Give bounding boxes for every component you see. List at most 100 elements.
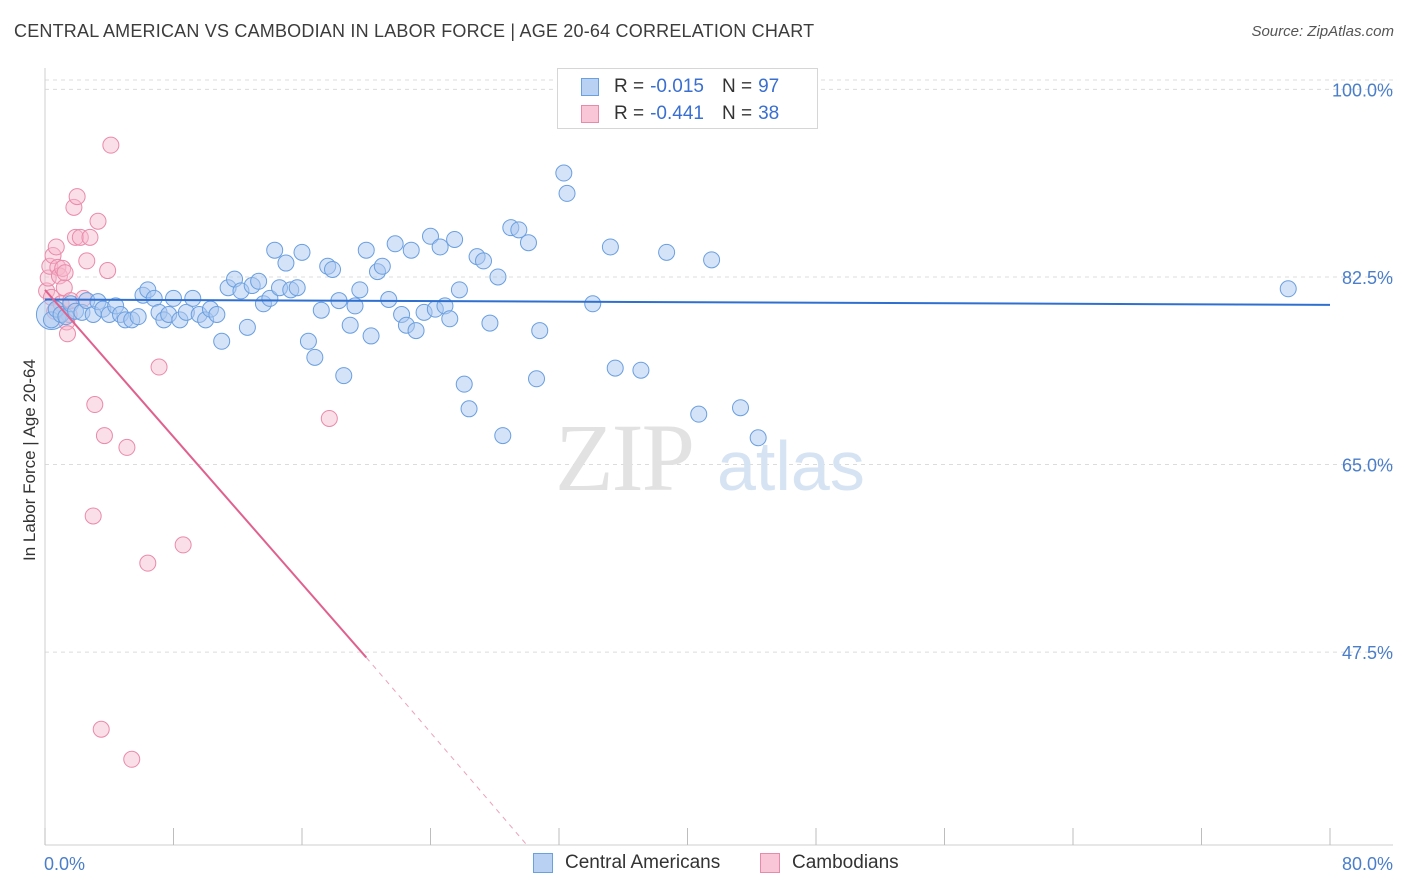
legend-swatch-pink bbox=[760, 853, 780, 873]
cambodians-point bbox=[56, 264, 74, 282]
central-americans-point bbox=[460, 400, 478, 418]
cambodians-point bbox=[84, 507, 102, 525]
legend-row-central-americans: R = -0.015 N = 97 bbox=[581, 75, 779, 99]
cambodians-point bbox=[118, 438, 136, 456]
legend-r-label: R = bbox=[614, 76, 645, 97]
central-americans-point bbox=[455, 375, 473, 393]
central-americans-point bbox=[749, 429, 767, 447]
central-americans-point bbox=[250, 272, 268, 290]
central-americans-point bbox=[208, 305, 226, 323]
central-americans-point bbox=[380, 290, 398, 308]
cambodians-trend-extension bbox=[365, 657, 528, 846]
legend-n-label: N = bbox=[721, 76, 753, 97]
cambodians-point bbox=[47, 238, 65, 256]
central-americans-point bbox=[312, 301, 330, 319]
stats-legend: R = -0.015 N = 97 R = -0.441 N = 38 bbox=[557, 68, 818, 129]
source-credit: Source: ZipAtlas.com bbox=[1251, 23, 1394, 40]
legend-row-cambodians: R = -0.441 N = 38 bbox=[581, 102, 780, 126]
central-americans-point bbox=[531, 322, 549, 340]
cambodians-point bbox=[81, 228, 99, 246]
legend-swatch-blue bbox=[581, 78, 599, 96]
x-tick-label: 0.0% bbox=[44, 854, 85, 874]
central-americans-point bbox=[346, 297, 364, 315]
central-americans-point bbox=[184, 289, 202, 307]
central-americans-point bbox=[407, 322, 425, 340]
central-americans-point bbox=[555, 164, 573, 182]
central-americans-point bbox=[519, 234, 537, 252]
legend-swatch-pink bbox=[581, 105, 599, 123]
central-americans-point bbox=[341, 316, 359, 334]
cambodians-point bbox=[92, 720, 110, 738]
central-americans-point bbox=[475, 252, 493, 270]
cambodians-trend-line bbox=[44, 289, 368, 659]
central-americans-point bbox=[732, 399, 750, 417]
cambodians-point bbox=[95, 427, 113, 445]
trend-lines bbox=[44, 289, 1331, 846]
central-americans-point bbox=[362, 327, 380, 345]
cambodians-point bbox=[150, 358, 168, 376]
central-americans-point bbox=[632, 361, 650, 379]
cambodians-point bbox=[99, 262, 117, 280]
axes bbox=[44, 68, 1393, 846]
central-americans-points bbox=[35, 164, 1297, 447]
central-americans-point bbox=[306, 348, 324, 366]
cambodians-point bbox=[78, 252, 96, 270]
central-americans-point bbox=[494, 427, 512, 445]
central-americans-point bbox=[703, 251, 721, 269]
legend-n-value: 38 bbox=[758, 103, 780, 124]
central-americans-point bbox=[441, 310, 459, 328]
central-americans-point bbox=[528, 370, 546, 388]
legend-n-label: N = bbox=[721, 103, 753, 124]
central-americans-point bbox=[165, 289, 182, 307]
y-tick-label: 82.5% bbox=[1342, 268, 1393, 288]
central-americans-point bbox=[558, 184, 576, 202]
central-americans-point bbox=[386, 235, 404, 253]
cambodians-point bbox=[102, 136, 120, 154]
cambodians-point bbox=[320, 409, 338, 427]
central-americans-point bbox=[324, 260, 342, 278]
central-americans-point bbox=[510, 221, 528, 239]
x-tick-label: 80.0% bbox=[1342, 854, 1393, 874]
central-americans-point bbox=[335, 367, 353, 385]
central-americans-point bbox=[481, 314, 499, 332]
watermark-zip: ZIP bbox=[555, 404, 693, 511]
central-americans-point bbox=[450, 281, 468, 299]
cambodians-point bbox=[86, 396, 104, 414]
cambodians-point bbox=[174, 536, 192, 554]
central-americans-point bbox=[213, 332, 231, 350]
cambodians-point bbox=[67, 228, 85, 246]
central-americans-point bbox=[601, 238, 619, 256]
y-tick-label: 47.5% bbox=[1342, 643, 1393, 663]
central-americans-point bbox=[261, 289, 279, 307]
central-americans-point bbox=[606, 359, 624, 377]
legend-label-central-americans: Central Americans bbox=[565, 852, 721, 873]
central-americans-point bbox=[293, 243, 311, 261]
central-americans-point bbox=[402, 241, 420, 259]
central-americans-point bbox=[299, 332, 317, 350]
chart-title: CENTRAL AMERICAN VS CAMBODIAN IN LABOR F… bbox=[14, 21, 815, 41]
tick-labels: 100.0% 82.5% 65.0% 47.5% 0.0% 80.0% bbox=[44, 80, 1393, 874]
watermark: ZIP atlas bbox=[555, 404, 865, 511]
legend-item-cambodians[interactable]: Cambodians bbox=[760, 852, 899, 874]
central-americans-point bbox=[373, 257, 391, 275]
central-americans-point bbox=[422, 227, 439, 245]
central-americans-point bbox=[658, 243, 676, 261]
central-americans-point bbox=[266, 241, 284, 259]
cambodians-point bbox=[89, 212, 107, 230]
y-tick-label: 65.0% bbox=[1342, 456, 1393, 476]
watermark-atlas: atlas bbox=[717, 427, 865, 505]
cambodians-point bbox=[65, 198, 83, 216]
cambodians-point bbox=[68, 188, 86, 206]
central-americans-point bbox=[690, 405, 708, 423]
central-americans-point bbox=[129, 308, 147, 326]
legend-label-cambodians: Cambodians bbox=[792, 852, 899, 873]
central-americans-point bbox=[357, 241, 375, 259]
series-legend: Central Americans Cambodians bbox=[0, 852, 1406, 878]
y-tick-label: 100.0% bbox=[1332, 80, 1393, 100]
central-americans-point bbox=[1279, 280, 1297, 298]
central-americans-point bbox=[351, 281, 369, 299]
central-americans-point bbox=[277, 254, 295, 272]
legend-swatch-blue bbox=[533, 853, 553, 873]
legend-item-central-americans[interactable]: Central Americans bbox=[533, 852, 720, 874]
legend-r-label: R = bbox=[614, 103, 645, 124]
